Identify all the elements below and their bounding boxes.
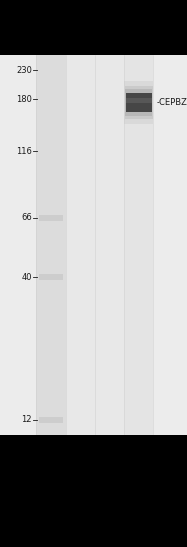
Bar (124, 55, 153, 435)
Bar (125, 86, 153, 119)
Text: 40: 40 (21, 273, 32, 282)
Bar (66, 55, 95, 435)
Text: 230: 230 (16, 66, 32, 75)
Text: 12: 12 (21, 415, 32, 424)
Text: 116: 116 (16, 147, 32, 156)
Bar (36, 55, 66, 435)
Text: 180: 180 (16, 95, 32, 104)
Bar (95, 55, 124, 435)
Bar (126, 92, 152, 113)
Text: -CEPBZ: -CEPBZ (157, 98, 187, 107)
Bar (39, 215, 64, 221)
Text: 66: 66 (21, 213, 32, 223)
Bar (39, 274, 64, 280)
Bar (39, 417, 64, 423)
Bar (125, 89, 152, 116)
Bar (124, 82, 153, 124)
Bar (126, 97, 152, 102)
